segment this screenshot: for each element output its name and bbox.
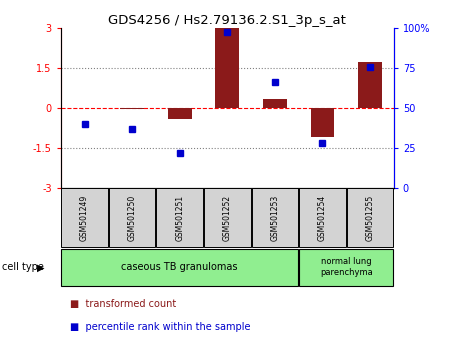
Text: GSM501254: GSM501254 <box>318 195 327 241</box>
Bar <box>204 188 251 247</box>
Text: ▶: ▶ <box>37 262 45 272</box>
Bar <box>109 188 155 247</box>
Text: GSM501250: GSM501250 <box>128 195 137 241</box>
Bar <box>61 249 298 286</box>
Text: normal lung
parenchyma: normal lung parenchyma <box>320 257 373 277</box>
Text: GSM501255: GSM501255 <box>365 195 374 241</box>
Bar <box>299 249 393 286</box>
Bar <box>310 108 334 137</box>
Text: ■  transformed count: ■ transformed count <box>70 299 176 309</box>
Bar <box>358 62 382 108</box>
Bar <box>168 108 192 119</box>
Bar <box>216 28 239 108</box>
Text: GSM501249: GSM501249 <box>80 195 89 241</box>
Bar <box>299 188 346 247</box>
Bar <box>120 108 144 109</box>
Title: GDS4256 / Hs2.79136.2.S1_3p_s_at: GDS4256 / Hs2.79136.2.S1_3p_s_at <box>108 14 346 27</box>
Text: GSM501253: GSM501253 <box>270 195 279 241</box>
Bar <box>346 188 393 247</box>
Bar <box>252 188 298 247</box>
Text: GSM501251: GSM501251 <box>175 195 184 241</box>
Text: GSM501252: GSM501252 <box>223 195 232 241</box>
Text: cell type: cell type <box>2 262 44 272</box>
Text: caseous TB granulomas: caseous TB granulomas <box>122 262 238 272</box>
Text: ■  percentile rank within the sample: ■ percentile rank within the sample <box>70 322 250 332</box>
Bar <box>61 188 108 247</box>
Bar <box>156 188 203 247</box>
Bar <box>263 99 287 108</box>
